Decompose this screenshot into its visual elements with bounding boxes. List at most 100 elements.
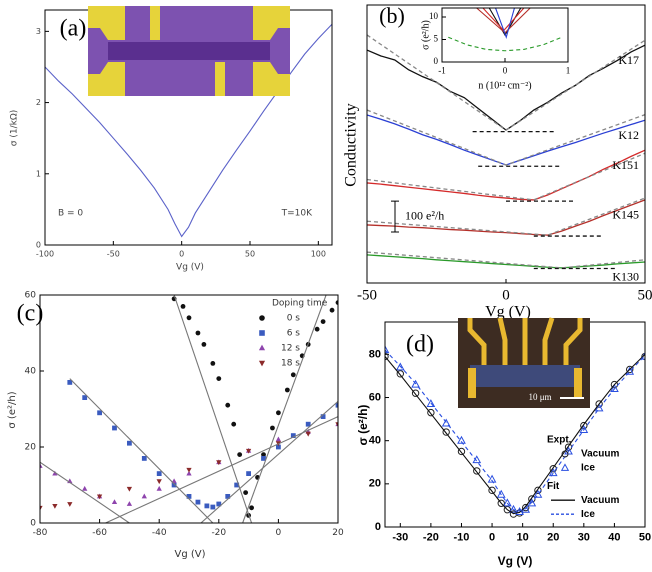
x-tick-label: 0 [276,528,282,538]
marker [561,450,569,458]
x-tick-label: -30 [392,532,408,544]
legend-title: Fit [547,481,560,492]
series-line [385,349,645,512]
series-line [495,8,515,40]
marker [595,400,603,408]
marker [40,463,43,468]
marker [186,494,192,499]
x-axis-label: n (10¹² cm⁻²) [478,80,531,91]
y-tick-label: 10 [429,11,439,21]
legend-label: 12 s [281,344,300,354]
marker [195,499,201,505]
panel-label: (b) [379,3,405,28]
y-tick-label: 3 [36,27,41,36]
marker [111,499,118,505]
marker [626,365,634,374]
series-line [385,353,645,515]
marker [320,414,326,419]
x-tick-label: 50 [639,532,651,544]
marker [276,410,281,416]
series-line [367,149,645,201]
y-axis-label: σ (1/kΩ) [10,110,20,146]
marker [216,460,222,466]
marker [533,489,543,498]
marker [457,447,466,456]
marker [186,470,192,476]
scale-bar-label: 100 e²/h [405,208,444,222]
plot-content [40,295,338,523]
x-tick-label: -1 [438,65,446,75]
x-tick-label: 0 [502,287,510,303]
x-tick-label: 100 [311,249,326,258]
y-tick-label: 5 [434,34,439,44]
marker [259,315,265,321]
x-axis-label: Vg (V) [498,554,533,568]
series-line [105,416,338,523]
marker [237,452,243,457]
x-tick-label: 30 [578,532,590,544]
marker [594,403,604,412]
legend-label: 6 s [287,329,301,339]
marker [259,330,265,336]
series-label: K151 [612,158,639,172]
marker [305,421,311,427]
marker [457,435,466,444]
y-tick-label: 60 [25,291,37,301]
marker [261,452,266,457]
marker [548,468,558,477]
marker [320,319,326,324]
x-tick-label: -80 [33,528,48,538]
marker [396,370,404,378]
x-tick-label: -40 [152,528,167,538]
marker [126,501,133,506]
series-line [367,109,645,166]
series-line [448,36,562,52]
marker [67,502,73,507]
y-tick-label: 20 [369,478,381,490]
annotation: B = 0 [58,209,83,219]
plot-content [367,34,645,270]
marker [97,410,102,416]
marker [249,505,254,511]
y-tick-label: 1 [36,169,41,178]
legend-title: Doping time [272,299,328,309]
marker [496,489,506,498]
legend-label: Vacuum [581,495,619,506]
series-line [367,152,645,201]
plot-content [448,8,562,52]
series-line [367,251,645,269]
marker [427,408,435,417]
x-tick-label: 40 [608,532,620,544]
scale-bar [391,200,399,233]
marker [201,342,207,347]
marker [127,440,132,446]
y-tick-label: 40 [369,435,381,447]
marker [579,425,589,433]
marker [67,380,73,385]
marker [40,505,43,511]
marker [527,498,537,507]
x-axis-label: Vg (V) [174,549,205,560]
x-tick-label: 0 [489,532,495,544]
x-tick-label: -10 [454,532,470,544]
x-tick-label: -50 [107,249,120,258]
chart-panel: -30 -20 -10 0 10 20 30 40 50 0 20 40 60 80 Vg (V) σ (e²… [356,321,651,568]
marker [276,444,281,450]
marker [335,300,338,305]
series-line [40,461,130,523]
series-label: K12 [618,128,639,142]
marker [275,436,282,442]
marker [195,330,201,336]
x-tick-label: 50 [638,287,652,303]
marker [305,431,311,437]
device-image-a [88,6,290,96]
marker [141,493,147,499]
x-tick-label: 0 [503,65,508,75]
marker [488,486,496,495]
y-axis-label: σ (e²/h) [420,20,431,50]
series-label: K17 [618,53,639,67]
legend-label: Vacuum [581,449,619,460]
marker [245,448,252,454]
